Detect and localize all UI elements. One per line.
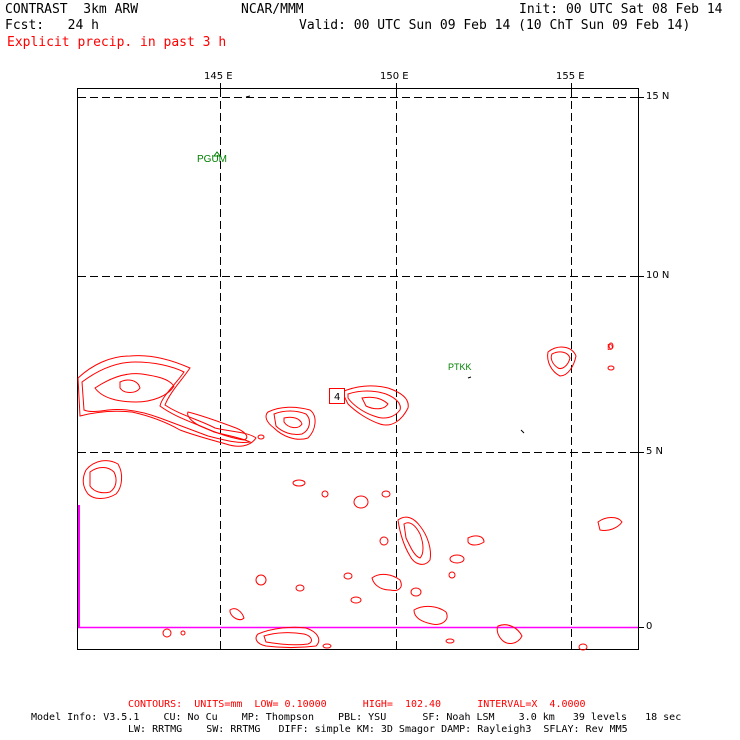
lat-label-10n: 10 N [646, 270, 670, 281]
contour-cell-mid-a [265, 406, 316, 440]
lat-label-5n: 5 N [646, 446, 664, 457]
value-box [329, 388, 345, 404]
lon-label-150: 150 E [380, 71, 409, 82]
contour-band-west [77, 355, 257, 447]
map-frame [77, 88, 639, 650]
value-box-label: 4 [334, 392, 340, 403]
model-title: CONTRAST 3km ARW [5, 2, 139, 17]
contour-cell-se [397, 516, 623, 565]
model-info-line1: Model Info: V3.5.1 CU: No Cu MP: Thompso… [31, 712, 682, 723]
contour-scattered-cells [162, 342, 615, 651]
forecast-hour: Fcst: 24 h [5, 18, 99, 33]
org-label: NCAR/MMM [241, 2, 304, 17]
field-title: Explicit precip. in past 3 h [7, 35, 227, 50]
island-outlines [213, 95, 525, 434]
contour-cell-mid-b [341, 385, 409, 426]
lon-label-155: 155 E [556, 71, 585, 82]
model-info-line2: LW: RRTMG SW: RRTMG DIFF: simple KM: 3D … [128, 724, 628, 735]
precip-contours [77, 342, 623, 651]
init-time: Init: 00 UTC Sat 08 Feb 14 [519, 2, 723, 17]
station-label-pgum: PGUM [197, 154, 227, 165]
contour-cell-south [229, 573, 523, 648]
contour-cell-ne [547, 346, 577, 377]
contour-legend: CONTOURS: UNITS=mm LOW= 0.10000 HIGH= 10… [128, 699, 586, 710]
valid-time: Valid: 00 UTC Sun 09 Feb 14 (10 ChT Sun … [299, 18, 691, 33]
lat-lon-grid [78, 89, 638, 649]
lon-label-145: 145 E [204, 71, 233, 82]
station-label-ptkk: PTKK [448, 362, 472, 372]
contour-cell-sw [82, 460, 123, 499]
lat-label-15n: 15 N [646, 91, 670, 102]
tick-marks [220, 83, 644, 628]
lat-label-equator: 0 [646, 621, 653, 632]
contour-label-d: D [607, 343, 613, 352]
